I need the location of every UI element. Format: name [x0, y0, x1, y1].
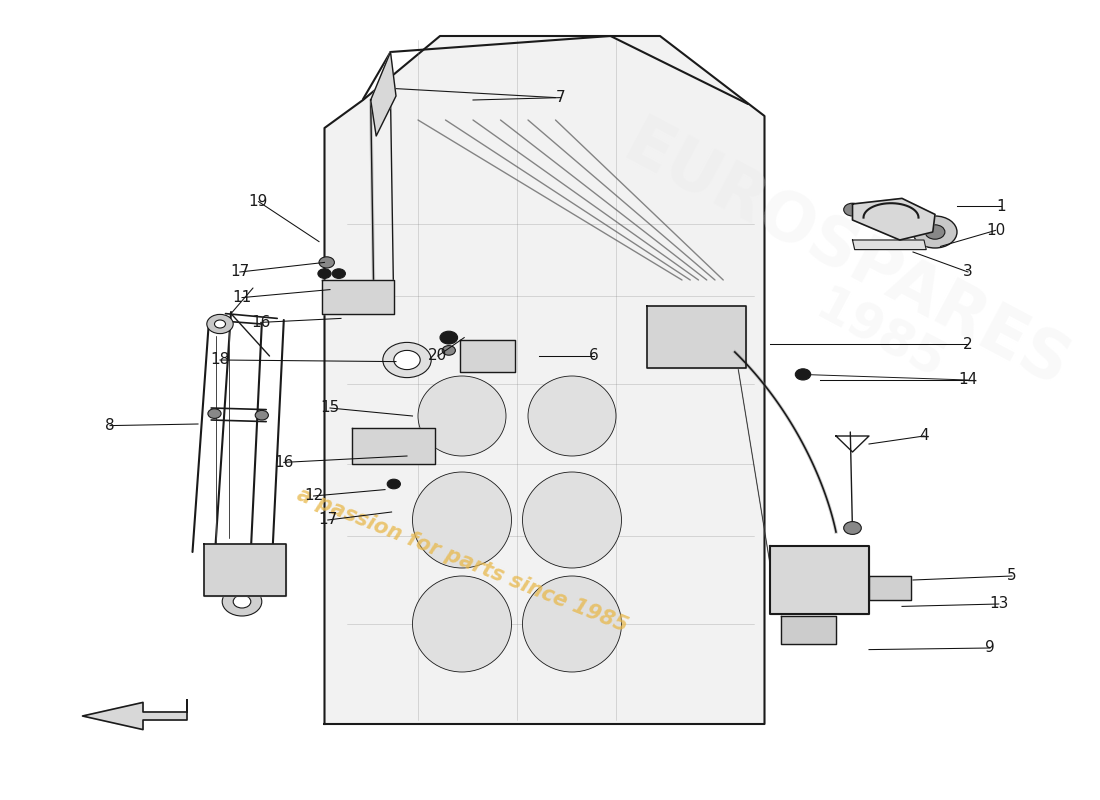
Polygon shape — [324, 36, 764, 724]
Circle shape — [332, 269, 345, 278]
Polygon shape — [82, 700, 187, 730]
Ellipse shape — [522, 576, 622, 672]
Circle shape — [208, 409, 221, 418]
Circle shape — [255, 410, 268, 420]
Polygon shape — [770, 546, 869, 614]
Text: EUROSPARES: EUROSPARES — [613, 110, 1081, 402]
Circle shape — [728, 315, 746, 328]
Text: 20: 20 — [428, 349, 448, 363]
Circle shape — [318, 269, 331, 278]
Polygon shape — [869, 576, 911, 600]
Circle shape — [649, 328, 671, 344]
Circle shape — [394, 433, 409, 444]
Polygon shape — [371, 52, 396, 136]
Circle shape — [333, 297, 349, 308]
Text: 8: 8 — [106, 418, 114, 433]
Ellipse shape — [412, 472, 512, 568]
Text: 5: 5 — [1008, 569, 1016, 583]
Circle shape — [233, 562, 255, 578]
Ellipse shape — [418, 376, 506, 456]
Circle shape — [214, 320, 225, 328]
Circle shape — [387, 479, 400, 489]
Polygon shape — [460, 340, 515, 372]
Polygon shape — [647, 306, 746, 368]
Circle shape — [440, 331, 458, 344]
Text: 11: 11 — [232, 290, 252, 305]
Circle shape — [319, 257, 334, 268]
Text: 16: 16 — [274, 455, 294, 470]
Circle shape — [219, 552, 270, 589]
Polygon shape — [322, 280, 394, 314]
Text: 18: 18 — [210, 353, 230, 367]
Text: a passion for parts since 1985: a passion for parts since 1985 — [294, 484, 630, 636]
Text: 13: 13 — [989, 597, 1009, 611]
Text: 14: 14 — [958, 373, 978, 387]
Text: 10: 10 — [986, 223, 1005, 238]
Text: 15: 15 — [320, 401, 340, 415]
Circle shape — [207, 314, 233, 334]
Ellipse shape — [522, 472, 622, 568]
Circle shape — [442, 346, 455, 355]
Polygon shape — [352, 428, 434, 464]
Circle shape — [925, 225, 945, 239]
Ellipse shape — [528, 376, 616, 456]
Text: 6: 6 — [590, 349, 598, 363]
Circle shape — [913, 216, 957, 248]
Circle shape — [366, 297, 382, 308]
Polygon shape — [781, 616, 836, 644]
Text: 7: 7 — [557, 90, 565, 105]
Circle shape — [394, 350, 420, 370]
Polygon shape — [852, 198, 935, 240]
Text: 19: 19 — [249, 194, 268, 209]
Text: 12: 12 — [304, 489, 323, 503]
Text: 9: 9 — [986, 641, 994, 655]
Ellipse shape — [412, 576, 512, 672]
Text: 17: 17 — [318, 513, 338, 527]
Circle shape — [333, 284, 349, 295]
Text: 16: 16 — [251, 315, 271, 330]
Circle shape — [361, 433, 376, 444]
Circle shape — [494, 357, 507, 366]
Circle shape — [361, 448, 376, 459]
Circle shape — [222, 587, 262, 616]
Text: 1985: 1985 — [807, 282, 953, 390]
Polygon shape — [204, 544, 286, 596]
Text: 1: 1 — [997, 199, 1005, 214]
Text: 17: 17 — [230, 265, 250, 279]
Text: 2: 2 — [964, 337, 972, 351]
Text: 4: 4 — [920, 429, 928, 443]
Circle shape — [844, 203, 861, 216]
Circle shape — [795, 369, 811, 380]
Circle shape — [844, 522, 861, 534]
Circle shape — [233, 595, 251, 608]
Text: 3: 3 — [964, 265, 972, 279]
Polygon shape — [852, 240, 926, 250]
Circle shape — [383, 342, 431, 378]
Circle shape — [720, 340, 742, 356]
Circle shape — [366, 284, 382, 295]
Circle shape — [394, 448, 409, 459]
Circle shape — [466, 343, 480, 353]
